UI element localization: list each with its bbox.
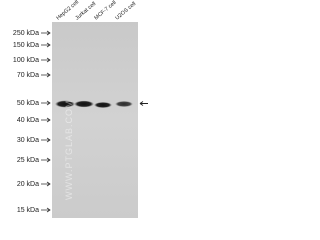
watermark: WWW.PTGLAB.COM	[64, 100, 74, 201]
marker-label: 40 kDa	[17, 117, 39, 124]
marker-arrow	[41, 157, 51, 163]
marker-label: 250 kDa	[13, 30, 39, 37]
marker-arrow	[41, 181, 51, 187]
target-arrow	[139, 101, 148, 106]
marker-arrow	[41, 30, 51, 36]
marker-label: 15 kDa	[17, 207, 39, 214]
lane-label: MCF-7 cell	[93, 0, 117, 22]
marker-label: 100 kDa	[13, 57, 39, 64]
page: {"markers": ["250 kDa", "150 kDa", "100 …	[0, 0, 150, 218]
band	[94, 102, 112, 108]
marker-arrow	[41, 137, 51, 143]
marker-label: 70 kDa	[17, 72, 39, 79]
marker-label: 20 kDa	[17, 181, 39, 188]
marker-arrow	[41, 207, 51, 213]
marker-arrow	[41, 72, 51, 78]
marker-label: 30 kDa	[17, 137, 39, 144]
band	[115, 101, 133, 107]
marker-label: 150 kDa	[13, 42, 39, 49]
marker-arrow	[41, 42, 51, 48]
marker-arrow	[41, 117, 51, 123]
band	[74, 100, 94, 108]
marker-label: 50 kDa	[17, 100, 39, 107]
band	[55, 100, 75, 108]
western-blot-figure: WWW.PTGLAB.COM 250 kDa 150 kDa 100 kDa 70 k…	[13, 0, 148, 218]
marker-arrow	[41, 100, 51, 106]
membrane	[52, 22, 138, 218]
marker-arrow	[41, 57, 51, 63]
lane-label: U2OS cell	[114, 1, 137, 22]
marker-label: 25 kDa	[17, 157, 39, 164]
